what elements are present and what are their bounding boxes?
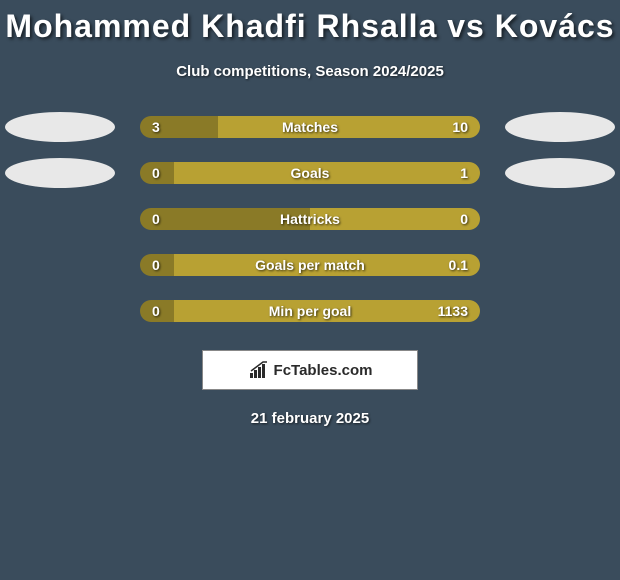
stat-value-left: 0 — [152, 211, 160, 227]
stat-value-right: 1 — [460, 165, 468, 181]
footer-logo: FcTables.com — [248, 361, 373, 379]
stat-bar: 0 1133 Min per goal — [140, 300, 480, 322]
stat-value-left: 0 — [152, 165, 160, 181]
stat-name: Goals — [291, 165, 330, 181]
subtitle: Club competitions, Season 2024/2025 — [0, 63, 620, 80]
stat-name: Hattricks — [280, 211, 340, 227]
stat-name: Matches — [282, 119, 338, 135]
stat-row: 0 0 Hattricks — [0, 200, 620, 246]
stat-bar: 0 0 Hattricks — [140, 208, 480, 230]
footer-box: FcTables.com — [202, 350, 418, 390]
stat-value-left: 0 — [152, 303, 160, 319]
stat-name: Goals per match — [255, 257, 365, 273]
stat-bar: 0 1 Goals — [140, 162, 480, 184]
stat-value-right: 0 — [460, 211, 468, 227]
stats-container: 3 10 Matches 0 1 Goals 0 0 Hattricks 0 0.1 Goals pe… — [0, 108, 620, 338]
player-badge-left — [5, 112, 115, 142]
stat-value-left: 0 — [152, 257, 160, 273]
stat-bar: 0 0.1 Goals per match — [140, 254, 480, 276]
stat-value-right: 0.1 — [449, 257, 468, 273]
page-title: Mohammed Khadfi Rhsalla vs Kovács — [0, 0, 620, 45]
chart-icon — [248, 361, 270, 379]
stat-row: 3 10 Matches — [0, 108, 620, 154]
stat-value-right: 1133 — [438, 303, 468, 319]
stat-value-right: 10 — [452, 119, 468, 135]
footer-label: FcTables.com — [274, 362, 373, 379]
bar-right-fill — [218, 116, 480, 138]
stat-row: 0 1133 Min per goal — [0, 292, 620, 338]
player-badge-right — [505, 112, 615, 142]
stat-bar: 3 10 Matches — [140, 116, 480, 138]
stat-row: 0 1 Goals — [0, 154, 620, 200]
stat-value-left: 3 — [152, 119, 160, 135]
stat-name: Min per goal — [269, 303, 351, 319]
player-badge-right — [505, 158, 615, 188]
player-badge-left — [5, 158, 115, 188]
stat-row: 0 0.1 Goals per match — [0, 246, 620, 292]
date-label: 21 february 2025 — [0, 410, 620, 427]
